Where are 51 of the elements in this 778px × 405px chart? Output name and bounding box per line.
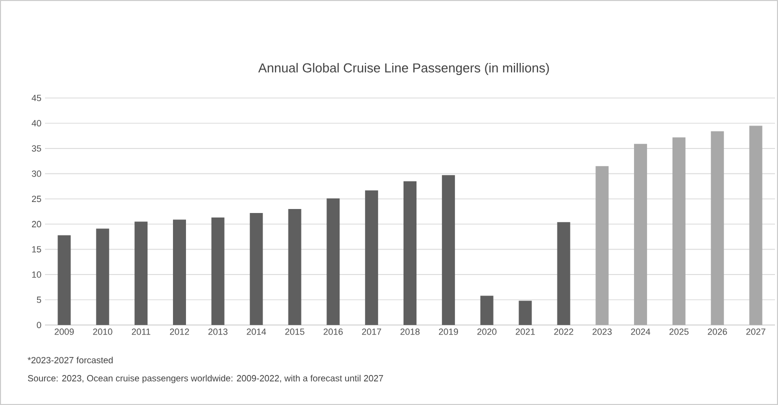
x-tick-label: 2013 bbox=[208, 328, 228, 335]
bar bbox=[326, 198, 340, 325]
x-tick-label: 2027 bbox=[746, 328, 766, 335]
chart-title: Annual Global Cruise Line Passengers (in millions) bbox=[258, 62, 549, 76]
x-tick-label: 2017 bbox=[362, 328, 382, 335]
source-note: Source: 2023, Ocean cruise passengers worldwide: 2009-2022, with a forecast until 2027 bbox=[28, 374, 384, 384]
x-tick-label: 2021 bbox=[516, 328, 535, 335]
bar bbox=[596, 166, 609, 325]
x-tick-label: 2010 bbox=[93, 328, 112, 335]
x-tick-label: 2009 bbox=[54, 328, 74, 335]
y-tick-label: 10 bbox=[32, 271, 42, 278]
x-tick-label: 2012 bbox=[170, 328, 189, 335]
x-tick-label: 2011 bbox=[132, 328, 150, 335]
bar bbox=[404, 181, 417, 325]
bar bbox=[134, 222, 148, 325]
x-tick-label: 2020 bbox=[477, 328, 496, 335]
bar bbox=[96, 228, 110, 325]
y-tick-label: 0 bbox=[36, 322, 42, 328]
y-tick-label: 15 bbox=[32, 246, 42, 252]
x-tick-label: 2019 bbox=[438, 328, 458, 335]
y-tick-label: 5 bbox=[36, 296, 42, 303]
x-tick-label: 2025 bbox=[669, 328, 689, 335]
y-tick-label: 25 bbox=[32, 196, 42, 202]
x-tick-label: 2023 bbox=[592, 328, 612, 335]
bar bbox=[58, 235, 71, 325]
bar bbox=[749, 126, 762, 325]
y-tick-label: 30 bbox=[32, 170, 42, 177]
bar bbox=[365, 190, 378, 325]
x-tick-label: 2026 bbox=[708, 328, 727, 335]
x-tick-label: 2015 bbox=[285, 328, 304, 335]
bar bbox=[634, 144, 648, 325]
bar bbox=[672, 137, 686, 325]
bar bbox=[518, 300, 532, 325]
bar bbox=[480, 296, 494, 325]
bar bbox=[288, 208, 302, 325]
bar bbox=[442, 175, 455, 325]
bar bbox=[172, 220, 186, 325]
y-tick-label: 40 bbox=[32, 120, 42, 126]
y-tick-label: 20 bbox=[32, 220, 42, 228]
bar bbox=[250, 213, 263, 325]
x-tick-label: 2018 bbox=[400, 328, 420, 335]
y-tick-label: 35 bbox=[32, 145, 42, 152]
x-tick-label: 2024 bbox=[631, 328, 650, 335]
x-tick-label: 2016 bbox=[324, 328, 343, 335]
x-tick-label: 2022 bbox=[554, 328, 574, 335]
bar bbox=[557, 222, 570, 325]
text: *2023-2027 forcasted bbox=[28, 356, 113, 364]
bar bbox=[710, 131, 724, 325]
y-tick-label: 45 bbox=[32, 94, 42, 102]
x-tick-label: 2014 bbox=[246, 328, 266, 335]
bar bbox=[211, 218, 224, 325]
